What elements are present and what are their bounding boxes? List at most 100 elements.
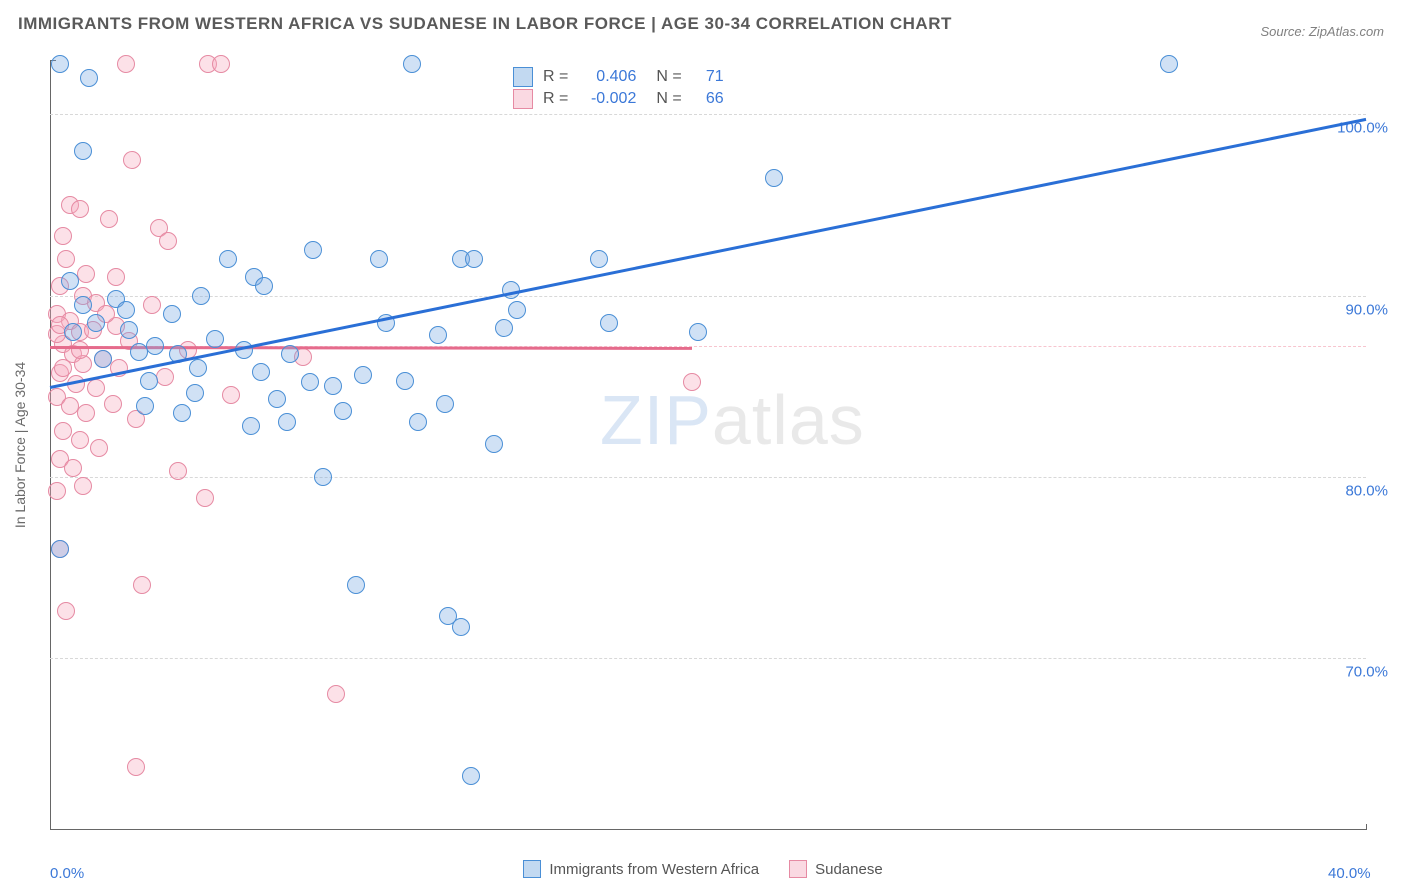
scatter-point-s2 bbox=[54, 422, 72, 440]
scatter-point-s1 bbox=[324, 377, 342, 395]
n-label: N = bbox=[656, 68, 681, 86]
legend-item-s1: Immigrants from Western Africa bbox=[523, 860, 759, 878]
scatter-point-s2 bbox=[77, 265, 95, 283]
scatter-point-s2 bbox=[54, 227, 72, 245]
scatter-point-s1 bbox=[452, 618, 470, 636]
scatter-point-s2 bbox=[196, 489, 214, 507]
plot-area bbox=[50, 60, 1366, 830]
scatter-point-s1 bbox=[80, 69, 98, 87]
scatter-point-s1 bbox=[117, 301, 135, 319]
scatter-point-s1 bbox=[242, 417, 260, 435]
r-value: -0.002 bbox=[578, 90, 636, 108]
legend-label: Immigrants from Western Africa bbox=[549, 861, 759, 878]
scatter-point-s1 bbox=[396, 372, 414, 390]
x-tick-label: 40.0% bbox=[1328, 865, 1371, 882]
scatter-point-s1 bbox=[140, 372, 158, 390]
scatter-point-s2 bbox=[156, 368, 174, 386]
scatter-point-s2 bbox=[54, 359, 72, 377]
r-value: 0.406 bbox=[578, 68, 636, 86]
y-axis-title: In Labor Force | Age 30-34 bbox=[12, 362, 28, 528]
scatter-point-s2 bbox=[77, 404, 95, 422]
scatter-point-s1 bbox=[278, 413, 296, 431]
scatter-point-s2 bbox=[87, 379, 105, 397]
legend-swatch-s2 bbox=[513, 89, 533, 109]
scatter-point-s1 bbox=[462, 767, 480, 785]
scatter-point-s1 bbox=[268, 390, 286, 408]
scatter-point-s1 bbox=[590, 250, 608, 268]
scatter-point-s1 bbox=[163, 305, 181, 323]
scatter-point-s2 bbox=[71, 341, 89, 359]
gridline-h bbox=[50, 658, 1366, 659]
x-axis-endcap bbox=[1366, 824, 1367, 830]
scatter-point-s2 bbox=[74, 477, 92, 495]
scatter-point-s1 bbox=[354, 366, 372, 384]
scatter-point-s2 bbox=[48, 482, 66, 500]
scatter-point-s2 bbox=[212, 55, 230, 73]
scatter-point-s1 bbox=[173, 404, 191, 422]
scatter-point-s2 bbox=[159, 232, 177, 250]
scatter-point-s1 bbox=[87, 314, 105, 332]
n-label: N = bbox=[656, 90, 681, 108]
scatter-point-s2 bbox=[222, 386, 240, 404]
legend-stats: R = 0.406 N = 71 R = -0.002 N = 66 bbox=[505, 62, 732, 114]
scatter-point-s1 bbox=[689, 323, 707, 341]
legend-item-s2: Sudanese bbox=[789, 860, 883, 878]
legend-stats-row: R = 0.406 N = 71 bbox=[513, 67, 724, 87]
scatter-point-s1 bbox=[347, 576, 365, 594]
chart-title: IMMIGRANTS FROM WESTERN AFRICA VS SUDANE… bbox=[18, 14, 952, 34]
scatter-point-s2 bbox=[71, 431, 89, 449]
scatter-point-s2 bbox=[104, 395, 122, 413]
scatter-point-s2 bbox=[117, 55, 135, 73]
scatter-point-s1 bbox=[61, 272, 79, 290]
scatter-point-s1 bbox=[495, 319, 513, 337]
legend-swatch-s1 bbox=[523, 860, 541, 878]
scatter-point-s2 bbox=[71, 200, 89, 218]
scatter-point-s1 bbox=[314, 468, 332, 486]
scatter-point-s1 bbox=[600, 314, 618, 332]
scatter-point-s1 bbox=[206, 330, 224, 348]
scatter-point-s1 bbox=[186, 384, 204, 402]
y-tick-label: 90.0% bbox=[1345, 301, 1388, 318]
source-label: Source: ZipAtlas.com bbox=[1260, 24, 1384, 39]
scatter-point-s1 bbox=[192, 287, 210, 305]
n-value: 66 bbox=[692, 90, 724, 108]
scatter-point-s1 bbox=[1160, 55, 1178, 73]
scatter-point-s2 bbox=[127, 758, 145, 776]
scatter-point-s1 bbox=[436, 395, 454, 413]
scatter-point-s1 bbox=[94, 350, 112, 368]
scatter-point-s2 bbox=[327, 685, 345, 703]
legend-series: Immigrants from Western Africa Sudanese bbox=[0, 860, 1406, 878]
scatter-point-s1 bbox=[74, 296, 92, 314]
legend-swatch-s1 bbox=[513, 67, 533, 87]
scatter-point-s2 bbox=[133, 576, 151, 594]
scatter-point-s2 bbox=[143, 296, 161, 314]
legend-label: Sudanese bbox=[815, 861, 883, 878]
scatter-point-s2 bbox=[61, 397, 79, 415]
n-value: 71 bbox=[692, 68, 724, 86]
scatter-point-s2 bbox=[169, 462, 187, 480]
scatter-point-s1 bbox=[136, 397, 154, 415]
scatter-point-s1 bbox=[189, 359, 207, 377]
r-label: R = bbox=[543, 90, 568, 108]
scatter-point-s1 bbox=[74, 142, 92, 160]
scatter-point-s2 bbox=[100, 210, 118, 228]
r-label: R = bbox=[543, 68, 568, 86]
scatter-point-s1 bbox=[304, 241, 322, 259]
scatter-point-s1 bbox=[465, 250, 483, 268]
x-tick-label: 0.0% bbox=[50, 865, 84, 882]
scatter-point-s1 bbox=[51, 540, 69, 558]
scatter-point-s1 bbox=[403, 55, 421, 73]
scatter-point-s1 bbox=[130, 343, 148, 361]
scatter-point-s1 bbox=[219, 250, 237, 268]
scatter-point-s2 bbox=[683, 373, 701, 391]
scatter-point-s2 bbox=[57, 250, 75, 268]
scatter-point-s2 bbox=[57, 602, 75, 620]
scatter-point-s1 bbox=[252, 363, 270, 381]
gridline-h bbox=[50, 296, 1366, 297]
scatter-point-s2 bbox=[90, 439, 108, 457]
scatter-point-s1 bbox=[301, 373, 319, 391]
scatter-point-s2 bbox=[107, 268, 125, 286]
scatter-point-s1 bbox=[765, 169, 783, 187]
scatter-point-s1 bbox=[281, 345, 299, 363]
scatter-point-s1 bbox=[485, 435, 503, 453]
